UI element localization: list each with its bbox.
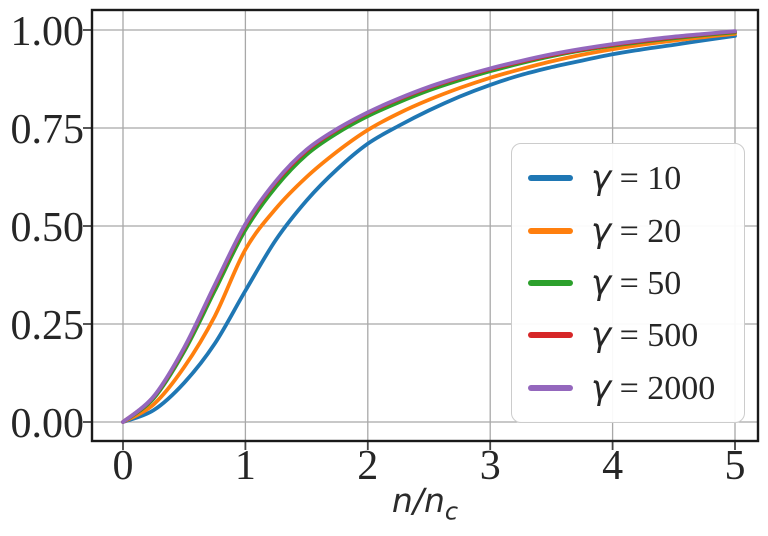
legend-value: = 500 xyxy=(611,317,699,355)
legend-value: = 50 xyxy=(611,264,682,302)
legend-label-gamma-50: γ = 50 xyxy=(591,263,681,303)
legend-label-gamma-500: γ = 500 xyxy=(591,315,698,355)
x-axis-label-sub: c xyxy=(444,497,459,526)
y-tick-label: 0.75 xyxy=(11,107,85,153)
curve-gamma-2000 xyxy=(121,29,737,424)
legend-label-gamma-2000: γ = 2000 xyxy=(591,368,715,408)
x-tick-label: 3 xyxy=(480,443,501,489)
legend-item-gamma-20: γ = 20 xyxy=(528,211,744,251)
plot-border xyxy=(90,8,760,443)
x-tick-label: 5 xyxy=(725,443,746,489)
gamma-symbol: γ xyxy=(591,367,612,408)
x-axis-label-main: n/n xyxy=(391,481,445,520)
legend-label-gamma-20: γ = 20 xyxy=(591,211,681,251)
legend: γ = 10 γ = 20 γ = 50 γ = 500 γ = 2000 xyxy=(511,143,745,423)
legend-swatch-gamma-10 xyxy=(528,175,573,182)
x-tick-label: 0 xyxy=(113,443,134,489)
legend-swatch-gamma-2000 xyxy=(528,384,573,391)
legend-swatch-gamma-500 xyxy=(528,332,573,339)
curve-gamma-20 xyxy=(121,32,737,424)
legend-label-gamma-10: γ = 10 xyxy=(591,158,681,198)
legend-item-gamma-2000: γ = 2000 xyxy=(528,368,744,408)
gamma-symbol: γ xyxy=(591,210,612,251)
x-tick-label: 4 xyxy=(602,443,623,489)
curve-layer xyxy=(121,29,737,424)
tick-layer xyxy=(83,29,736,450)
y-tick-label: 0.50 xyxy=(11,205,85,251)
x-tick-label: 2 xyxy=(357,443,378,489)
x-tick-label: 1 xyxy=(235,443,256,489)
gamma-symbol: γ xyxy=(591,262,612,303)
legend-swatch-gamma-20 xyxy=(528,227,573,234)
legend-item-gamma-50: γ = 50 xyxy=(528,263,744,303)
curve-gamma-10 xyxy=(121,34,737,424)
y-tick-label: 1.00 xyxy=(11,9,85,55)
legend-item-gamma-500: γ = 500 xyxy=(528,315,744,355)
legend-swatch-gamma-50 xyxy=(528,279,573,286)
legend-value: = 20 xyxy=(611,212,682,250)
gamma-symbol: γ xyxy=(591,158,612,199)
y-tick-label: 0.00 xyxy=(11,401,85,447)
x-axis-label: n/nc xyxy=(92,481,758,524)
legend-value: = 2000 xyxy=(611,369,716,407)
legend-item-gamma-10: γ = 10 xyxy=(528,158,744,198)
y-tick-label: 0.25 xyxy=(11,303,85,349)
legend-value: = 10 xyxy=(611,160,682,198)
gamma-symbol: γ xyxy=(591,315,612,356)
tick-label-layer: 0 1 2 3 4 5 0.00 0.25 0.50 0.75 1.00 xyxy=(11,9,746,489)
